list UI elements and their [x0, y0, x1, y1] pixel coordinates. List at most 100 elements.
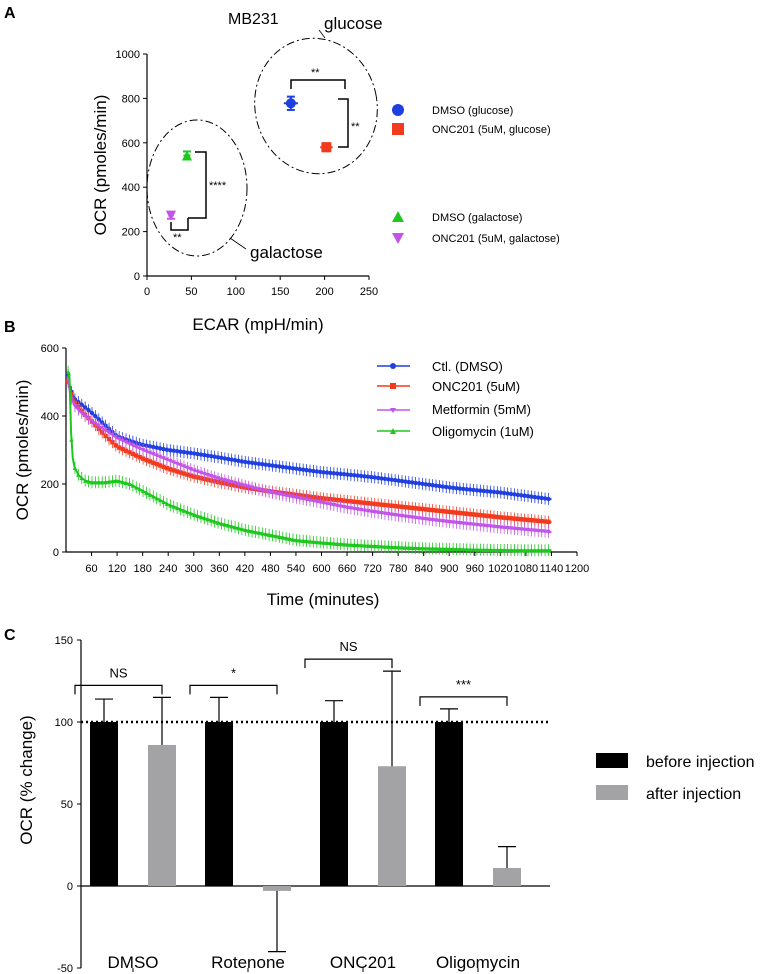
panel-b-point — [270, 463, 275, 468]
panel-b-point — [137, 454, 142, 460]
panel-b-point — [140, 447, 146, 453]
panel-b-point — [215, 455, 221, 460]
panel-b-point — [430, 482, 435, 488]
legend-metformin-label: Metformin (5mM) — [432, 402, 531, 417]
panel-b-point — [491, 547, 497, 553]
panel-b-point — [157, 463, 163, 468]
panel-b-point — [65, 369, 71, 374]
panel-b-x-tick-label: 780 — [389, 563, 407, 575]
panel-b-point — [525, 493, 531, 499]
panel-b-x-tick-label: 120 — [108, 563, 126, 575]
panel-b-point — [536, 518, 541, 524]
panel-b-point — [505, 515, 510, 521]
panel-b-point — [188, 511, 193, 516]
panel-b-axes: 0 200 400 600 60 120 180 240 300 360 420 480 540 600 6… — [41, 343, 590, 575]
panel-b-point — [93, 480, 98, 485]
bracket-galactose-bottom-label: ** — [173, 232, 182, 244]
galactose-pointer-line — [229, 237, 247, 250]
panel-b-point — [345, 472, 350, 477]
panel-b-point — [478, 512, 483, 518]
panel-b-point — [226, 456, 231, 462]
panel-b-point — [294, 495, 299, 500]
panel-b-ylabel: OCR (pmoles/min) — [13, 380, 32, 521]
panel-b-y-tick-label: 0 — [53, 547, 59, 559]
panel-b-point — [82, 413, 88, 419]
panel-b-point — [76, 407, 81, 412]
panel-b-point — [427, 482, 432, 487]
panel-c-bar — [320, 722, 348, 886]
panel-b-point — [253, 461, 258, 466]
panel-c-y-tick-label: 100 — [55, 717, 73, 729]
panel-b-point — [147, 459, 153, 464]
panel-b-point — [318, 469, 323, 475]
panel-b-point — [474, 488, 480, 493]
panel-b-point — [72, 465, 78, 471]
panel-b-point — [447, 509, 452, 515]
panel-b-point — [423, 507, 429, 512]
panel-b-point — [515, 526, 521, 532]
panel-b-point — [324, 501, 330, 507]
panel-b-point — [358, 500, 364, 505]
panel-b-point — [79, 475, 84, 481]
panel-b-point — [110, 432, 115, 438]
bracket-galactose-right-label: **** — [209, 180, 227, 192]
panel-b-point — [232, 480, 238, 486]
panel-b-point — [209, 453, 214, 459]
panel-b-point — [144, 490, 149, 496]
panel-b-point — [386, 511, 391, 517]
panel-b-point — [290, 494, 296, 500]
panel-b-point — [447, 519, 452, 525]
panel-b-point — [348, 542, 354, 547]
panel-b-point — [191, 512, 197, 517]
panel-b-point — [386, 544, 391, 549]
legend-onc201-glucose-label: ONC201 (5uM, glucose) — [432, 124, 551, 136]
panel-b-point — [447, 485, 452, 490]
panel-a-x-tick-label: 100 — [227, 286, 245, 298]
panel-b-point — [396, 478, 401, 483]
panel-b-point — [226, 479, 231, 484]
panel-b-point — [174, 469, 180, 474]
panel-b-point — [501, 547, 507, 553]
panel-a-y-tick-label: 1000 — [116, 49, 140, 61]
panel-b-point — [461, 511, 466, 516]
panel-b-x-tick-label: 600 — [312, 563, 330, 575]
panel-b-point — [369, 501, 374, 506]
panel-b-point — [300, 538, 306, 543]
panel-b: B OCR (pmoles/min) Time (minutes) 0 200 40… — [4, 319, 589, 609]
panel-b-point — [382, 476, 388, 482]
panel-b-point — [338, 471, 343, 477]
panel-b-point — [413, 480, 418, 486]
legend-onc201-galactose-label: ONC201 (5uM, galactose) — [432, 233, 560, 245]
panel-b-point — [444, 546, 449, 552]
panel-b-point — [198, 452, 204, 457]
panel-b-point — [341, 472, 347, 477]
panel-b-point — [212, 475, 217, 480]
panel-b-point — [471, 522, 476, 527]
panel-b-point — [481, 547, 486, 552]
panel-b-point — [430, 517, 435, 523]
legend-ctl-dmso-marker — [390, 363, 396, 369]
bracket-galactose-bottom — [170, 218, 189, 231]
panel-b-point — [229, 479, 234, 485]
panel-c-bar — [148, 744, 176, 886]
bracket-glucose-right-label: ** — [351, 121, 360, 133]
panel-b-point — [110, 440, 115, 445]
panel-b-point — [410, 515, 415, 520]
panel-b-point — [168, 503, 173, 508]
panel-b-point — [290, 466, 296, 471]
legend-after-injection-swatch — [596, 785, 628, 800]
panel-b-x-tick-label: 840 — [415, 563, 433, 575]
panel-b-point — [529, 494, 534, 499]
panel-b-point — [471, 547, 476, 552]
panel-b-point — [96, 423, 101, 429]
panel-b-point — [86, 408, 91, 413]
panel-b-point — [185, 472, 190, 477]
panel-c-bar — [435, 722, 463, 886]
panel-b-point — [205, 453, 211, 458]
panel-b-point — [144, 457, 149, 463]
panel-b-point — [246, 528, 251, 533]
panel-b-point — [321, 500, 326, 506]
panel-b-point — [341, 542, 347, 547]
panel-b-point — [444, 484, 449, 490]
